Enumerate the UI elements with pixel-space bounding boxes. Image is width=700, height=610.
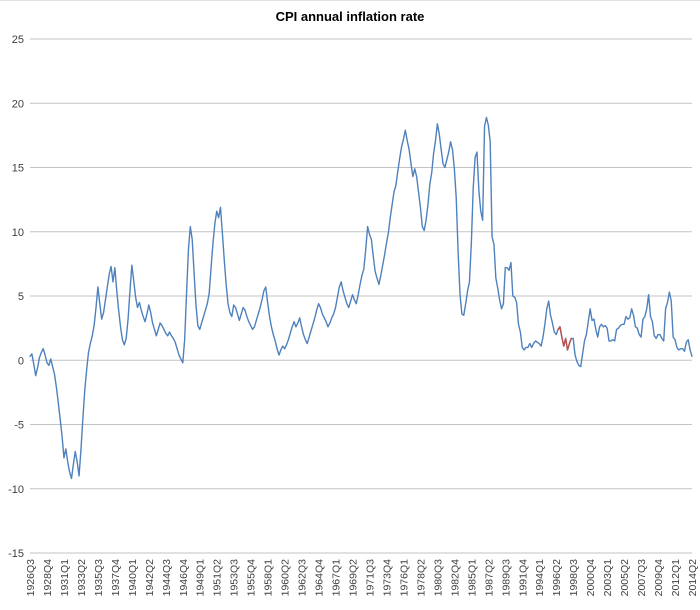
x-tick-label: 1978Q2 [415,559,427,597]
highlight-segment-line [557,326,572,351]
x-tick-label: 1973Q4 [381,559,393,597]
y-tick-label: 5 [18,291,24,303]
y-tick-label: 15 [12,163,24,175]
x-tick-label: 1971Q3 [364,559,376,597]
chart-title: CPI annual inflation rate [275,9,425,24]
x-tick-label: 1949Q1 [195,559,207,597]
y-tick-label: -10 [8,484,24,496]
y-tick-label: 20 [12,98,24,110]
x-tick-label: 2009Q4 [653,559,665,597]
x-tick-label: 1964Q4 [314,559,326,597]
x-tick-label: 2003Q1 [602,559,614,597]
x-tick-label: 1994Q1 [534,559,546,597]
x-tick-label: 1946Q4 [178,559,190,597]
x-tick-label: 1933Q2 [76,559,88,597]
y-tick-label: 25 [12,34,24,46]
x-tick-label: 1976Q1 [398,559,410,597]
y-tick-label: -15 [8,548,24,560]
x-tick-label: 1982Q4 [449,559,461,597]
x-tick-label: 1955Q4 [246,559,258,597]
x-tick-label: 1960Q2 [280,559,292,597]
x-tick-label: 1987Q2 [483,559,495,597]
x-tick-label: 1935Q3 [93,559,105,597]
y-tick-label: 10 [12,227,24,239]
x-tick-label: 2012Q1 [670,559,682,597]
x-tick-label: 1940Q1 [127,559,139,597]
x-tick-label: 1931Q1 [59,559,71,597]
x-tick-label: 2000Q4 [585,559,597,597]
x-tick-label: 1980Q3 [432,559,444,597]
x-tick-label: 1969Q2 [348,559,360,597]
x-tick-label: 1951Q2 [212,559,224,597]
x-tick-label: 1958Q1 [263,559,275,597]
x-tick-label: 1996Q2 [551,559,563,597]
x-tick-label: 1928Q4 [42,559,54,597]
series-line [29,116,693,480]
x-tick-label: 1985Q1 [466,559,478,597]
x-tick-label: 1989Q3 [500,559,512,597]
x-tick-label: 1962Q3 [297,559,309,597]
y-tick-label: -5 [14,420,24,432]
x-tick-label: 1967Q1 [331,559,343,597]
x-tick-label: 1937Q4 [110,559,122,597]
x-tick-label: 2005Q2 [619,559,631,597]
x-tick-label: 1998Q3 [568,559,580,597]
x-tick-label: 2014Q2 [687,559,699,597]
x-tick-label: 1944Q3 [161,559,173,597]
x-tick-label: 1953Q3 [229,559,241,597]
x-tick-label: 2007Q3 [636,559,648,597]
x-tick-label: 1926Q3 [25,559,37,597]
x-tick-label: 1942Q2 [144,559,156,597]
x-tick-label: 1991Q4 [517,559,529,597]
y-tick-label: 0 [18,355,24,367]
